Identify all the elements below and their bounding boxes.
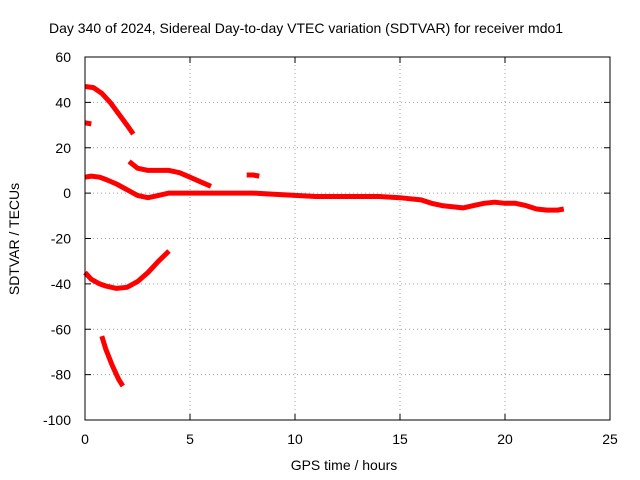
data-layer [83, 84, 565, 388]
tick-layer: 0 5 10 15 20 25 60 40 20 0 -20 -40 -60 -80 -100 [43, 49, 618, 447]
y-tick-label: 0 [63, 185, 71, 201]
x-axis-label: GPS time / hours [291, 457, 398, 473]
y-tick-label: -20 [51, 231, 71, 247]
y-tick-label: -100 [43, 412, 71, 428]
y-tick-label: -40 [51, 276, 71, 292]
data-trace-arc-4 [84, 173, 565, 213]
chart-title: Day 340 of 2024, Sidereal Day-to-day VTE… [49, 20, 563, 36]
x-tick-label: 5 [186, 431, 194, 447]
data-trace-arc-2 [84, 120, 92, 127]
data-trace-arc-6 [83, 249, 171, 291]
x-tick-label: 15 [392, 431, 408, 447]
plot-frame [84, 56, 611, 421]
x-tick-label: 10 [287, 431, 303, 447]
y-tick-label: -60 [51, 321, 71, 337]
y-tick-label: -80 [51, 367, 71, 383]
data-trace-arc-1 [84, 84, 136, 136]
data-trace-arc-3 [127, 159, 212, 189]
data-trace-arc-7 [99, 335, 125, 388]
y-tick-label: 40 [55, 94, 71, 110]
y-axis-label: SDTVAR / TECUs [6, 183, 22, 295]
data-trace-arc-5 [246, 172, 260, 179]
x-tick-label: 25 [602, 431, 618, 447]
x-tick-label: 0 [81, 431, 89, 447]
x-tick-label: 20 [497, 431, 513, 447]
y-tick-label: 20 [55, 140, 71, 156]
grid-layer [85, 57, 610, 420]
y-tick-label: 60 [55, 49, 71, 65]
